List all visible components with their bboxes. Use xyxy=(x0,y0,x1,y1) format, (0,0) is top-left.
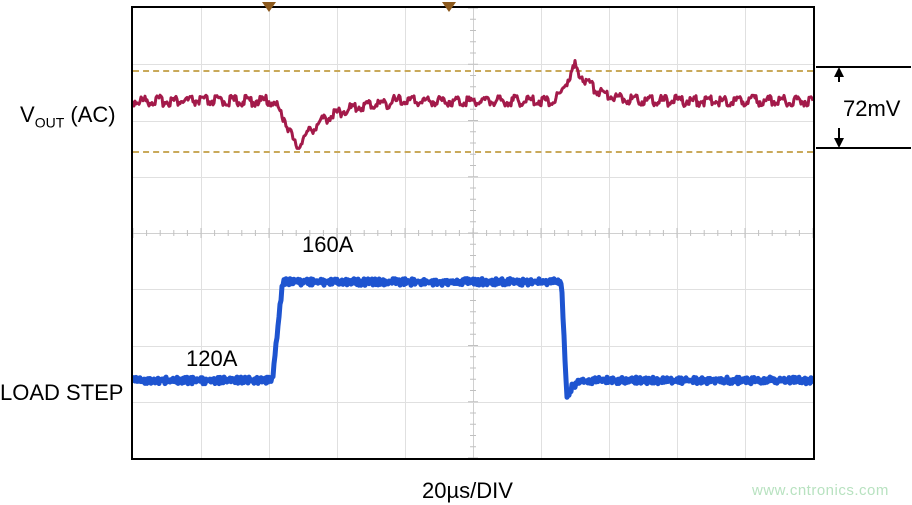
trigger-marker-icon xyxy=(442,2,456,12)
load-step-axis-label: LOAD STEP xyxy=(0,380,123,406)
load-step-trace xyxy=(133,8,813,458)
scope-plot-area xyxy=(131,6,815,460)
annotation-120a: 120A xyxy=(186,346,237,372)
trigger-marker-icon xyxy=(262,2,276,12)
measurement-bracket-icon xyxy=(816,65,911,150)
annotation-160a: 160A xyxy=(302,232,353,258)
vout-axis-label: VOUT (AC) xyxy=(20,102,116,130)
watermark-text: www.cntronics.com xyxy=(752,482,889,499)
x-axis-label: 20µs/DIV xyxy=(422,478,513,504)
